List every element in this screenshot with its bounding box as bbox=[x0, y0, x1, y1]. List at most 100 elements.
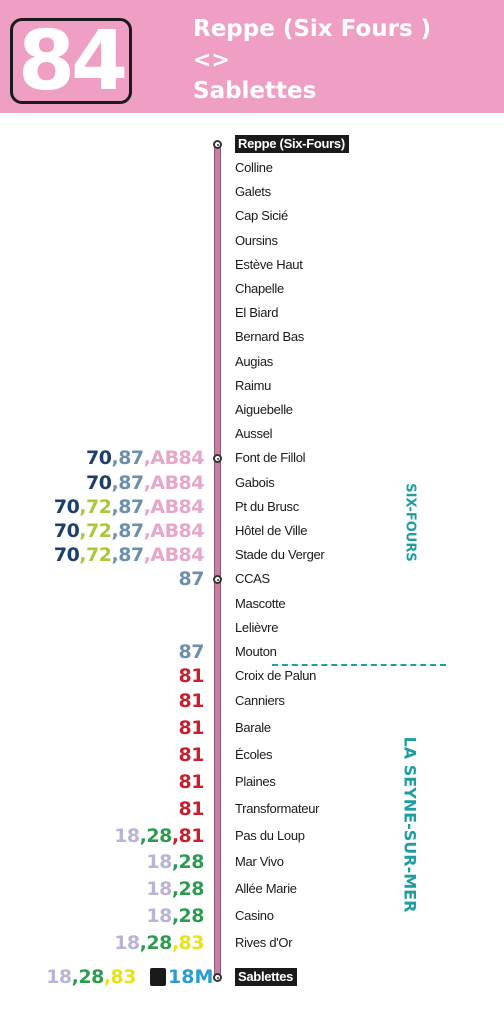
connecting-lines: 18,28 bbox=[146, 906, 204, 926]
connecting-line-number: 81 bbox=[178, 690, 205, 712]
stop-name: Pas du Loup bbox=[235, 828, 305, 843]
connection-separator: , bbox=[139, 932, 147, 954]
connecting-lines: 70,87,AB84 bbox=[86, 473, 204, 493]
stop-name: Stade du Verger bbox=[235, 547, 325, 562]
stop-name: Oursins bbox=[235, 233, 278, 248]
connecting-line-number: 18 bbox=[114, 825, 140, 847]
commune-label-six-fours: SIX-FOURS bbox=[402, 483, 418, 562]
connection-separator: , bbox=[171, 878, 179, 900]
connecting-lines: 18,28 bbox=[146, 879, 204, 899]
route-number-badge: 84 bbox=[10, 18, 132, 104]
stop-name: Augias bbox=[235, 354, 273, 369]
connecting-line-number: 72 bbox=[86, 496, 112, 518]
stop-name: Rives d'Or bbox=[235, 935, 293, 950]
connecting-lines: 81 bbox=[178, 771, 205, 793]
stop-name: CCAS bbox=[235, 571, 270, 586]
route-direction-separator: <> bbox=[193, 48, 230, 73]
stop-name: Cap Sicié bbox=[235, 208, 288, 223]
terminus-stop-name: Sablettes bbox=[235, 968, 298, 986]
connecting-lines: 81 bbox=[178, 690, 205, 712]
connecting-line-number: 81 bbox=[178, 717, 205, 739]
stop-marker-icon bbox=[213, 454, 222, 463]
connecting-line-number: 18 bbox=[146, 851, 172, 873]
connection-separator: , bbox=[79, 544, 87, 566]
connecting-line-number: 72 bbox=[86, 544, 112, 566]
stop-name: Transformateur bbox=[235, 801, 320, 816]
stop-marker-icon bbox=[213, 575, 222, 584]
connection-separator: , bbox=[79, 496, 87, 518]
connection-separator: , bbox=[171, 851, 179, 873]
connecting-line-number: 81 bbox=[178, 771, 205, 793]
connecting-lines: 18,28 bbox=[146, 852, 204, 872]
connection-separator: , bbox=[103, 966, 111, 988]
connecting-line-number: AB84 bbox=[150, 496, 204, 518]
terminus-stop-name: Reppe (Six-Fours) bbox=[235, 135, 349, 153]
stop-name: El Biard bbox=[235, 305, 279, 320]
connection-separator: , bbox=[71, 966, 79, 988]
connection-separator: , bbox=[143, 496, 151, 518]
connecting-line-number: 28 bbox=[178, 905, 205, 927]
stop-name: Mar Vivo bbox=[235, 854, 284, 869]
connecting-line-number: 87 bbox=[178, 568, 205, 590]
stop-name: Colline bbox=[235, 160, 273, 175]
connecting-line-number: 70 bbox=[53, 544, 80, 566]
connection-separator: , bbox=[111, 520, 119, 542]
commune-label-la-seyne: LA SEYNE-SUR-MER bbox=[400, 736, 420, 913]
connecting-line-number: 70 bbox=[86, 447, 112, 469]
connecting-lines: 87 bbox=[178, 568, 205, 590]
connection-separator: , bbox=[111, 496, 119, 518]
connecting-line-number: AB84 bbox=[150, 447, 204, 469]
connecting-line-number: 18 bbox=[146, 905, 172, 927]
stop-name: Lelièvre bbox=[235, 620, 279, 635]
connecting-line-number: 87 bbox=[118, 447, 144, 469]
connection-separator: , bbox=[171, 932, 179, 954]
stop-name: Gabois bbox=[235, 475, 275, 490]
connecting-lines: 81 bbox=[179, 745, 205, 765]
route-line bbox=[214, 142, 221, 980]
route-destination: Sablettes bbox=[193, 78, 317, 104]
stop-name: Font de Fillol bbox=[235, 450, 306, 465]
stop-name: Casino bbox=[235, 908, 274, 923]
connection-separator: , bbox=[143, 472, 151, 494]
connecting-line-number: 87 bbox=[118, 496, 144, 518]
connecting-line-number: 72 bbox=[86, 520, 112, 542]
connecting-line-number: 28 bbox=[78, 966, 104, 988]
connecting-line-number: 18 bbox=[114, 932, 140, 954]
connecting-line-number: 83 bbox=[178, 932, 205, 954]
ferry-line-label: 18M bbox=[168, 966, 214, 988]
connecting-line-number: 28 bbox=[178, 878, 205, 900]
connecting-lines: 70,72,87,AB84 bbox=[53, 544, 205, 566]
connecting-lines: 87 bbox=[179, 642, 205, 662]
connecting-line-number: 83 bbox=[110, 966, 137, 988]
connecting-lines: 81 bbox=[179, 799, 205, 819]
stop-name: Hôtel de Ville bbox=[235, 523, 308, 538]
connecting-line-number: 28 bbox=[146, 825, 172, 847]
connection-separator: , bbox=[111, 472, 119, 494]
connecting-lines: 18,28,83 bbox=[114, 933, 204, 953]
connecting-line-number: 18 bbox=[146, 878, 172, 900]
connecting-line-number: 87 bbox=[118, 472, 144, 494]
stop-marker-icon bbox=[213, 973, 222, 982]
commune-boundary bbox=[272, 664, 446, 666]
connecting-line-number: 81 bbox=[178, 665, 205, 687]
connecting-lines: 81 bbox=[178, 665, 205, 687]
stop-name: Plaines bbox=[235, 774, 276, 789]
connecting-lines: 18,28,81 bbox=[114, 826, 204, 846]
connection-separator: , bbox=[139, 825, 147, 847]
connecting-line-number: AB84 bbox=[150, 520, 204, 542]
stop-name: Raimu bbox=[235, 378, 272, 393]
connecting-lines: 81 bbox=[178, 717, 205, 739]
stop-name: Écoles bbox=[235, 747, 273, 762]
connecting-line-number: AB84 bbox=[150, 472, 204, 494]
stop-name: Croix de Palun bbox=[235, 668, 317, 683]
connecting-lines: 70,87,AB84 bbox=[86, 448, 204, 468]
connection-separator: , bbox=[79, 520, 87, 542]
stop-name: Mascotte bbox=[235, 596, 286, 611]
stop-name: Mouton bbox=[235, 644, 277, 659]
route-origin: Reppe (Six Fours ) bbox=[193, 16, 432, 42]
stop-name: Estève Haut bbox=[235, 257, 303, 272]
ferry-icon bbox=[150, 968, 166, 986]
connecting-line-number: 87 bbox=[118, 520, 144, 542]
stop-name: Pt du Brusc bbox=[235, 499, 299, 514]
connection-separator: , bbox=[111, 544, 119, 566]
